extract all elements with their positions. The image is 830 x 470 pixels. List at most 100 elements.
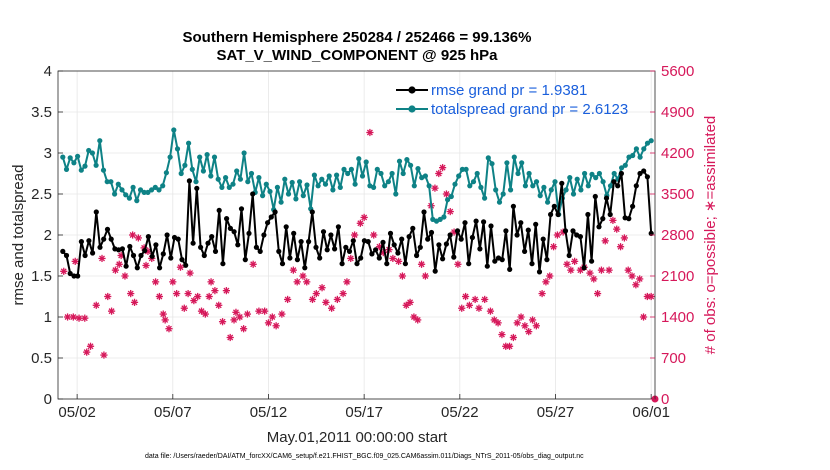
y-tick-label-left: 3.5 — [31, 104, 52, 121]
series-point-totalspread — [126, 195, 132, 201]
series-point-totalspread — [578, 187, 584, 193]
series-point-rmse — [477, 246, 483, 252]
obs-point — [350, 231, 359, 239]
series-point-totalspread — [619, 165, 625, 171]
series-point-rmse — [123, 263, 129, 269]
obs-point — [356, 219, 364, 227]
series-point-rmse — [473, 218, 479, 224]
series-point-rmse — [499, 257, 505, 263]
obs-point — [71, 257, 79, 265]
series-point-rmse — [149, 253, 155, 259]
series-point-rmse — [63, 252, 70, 259]
series-point-totalspread — [511, 154, 517, 160]
series-point-rmse — [194, 185, 200, 191]
series-point-totalspread — [75, 153, 81, 159]
obs-point — [249, 260, 257, 268]
series-point-totalspread — [300, 193, 306, 199]
series-point-rmse — [369, 251, 375, 257]
obs-point — [590, 275, 598, 283]
series-point-totalspread — [385, 179, 391, 185]
series-point-rmse — [443, 241, 449, 247]
series-point-rmse — [97, 244, 103, 250]
series-point-rmse — [313, 244, 319, 250]
obs-point — [553, 231, 562, 239]
obs-point — [525, 328, 533, 336]
legend-rmse-marker — [408, 86, 416, 94]
series-point-rmse — [238, 206, 245, 212]
series-point-rmse — [611, 179, 617, 185]
series-point-totalspread — [248, 170, 255, 177]
x-tick-label: 05/12 — [250, 404, 288, 421]
series-point-rmse — [384, 261, 390, 267]
obs-point — [370, 231, 378, 239]
y-tick-label-left: 1 — [44, 309, 52, 326]
series-point-totalspread — [63, 166, 70, 172]
series-point-totalspread — [470, 179, 477, 185]
series-point-totalspread — [267, 188, 273, 195]
y-tick-label-right: 2100 — [661, 268, 694, 285]
series-point-totalspread — [86, 147, 92, 154]
obs-point — [624, 266, 632, 274]
series-point-totalspread — [130, 184, 136, 190]
series-point-rmse — [577, 234, 584, 240]
series-point-totalspread — [478, 184, 484, 190]
obs-point — [312, 289, 320, 298]
obs-point — [647, 292, 655, 301]
series-point-totalspread — [641, 146, 647, 152]
series-point-rmse — [544, 257, 550, 263]
series-point-totalspread — [456, 173, 462, 179]
series-point-totalspread — [378, 170, 384, 177]
series-point-rmse — [78, 239, 84, 245]
series-line-totalspread — [61, 129, 652, 223]
obs-point — [616, 243, 625, 251]
series-point-rmse — [406, 234, 412, 240]
series-point-rmse — [350, 238, 356, 244]
series-point-rmse — [179, 257, 185, 263]
series-point-totalspread — [515, 170, 521, 177]
series-point-totalspread — [237, 176, 243, 182]
series-point-totalspread — [389, 170, 395, 177]
series-point-rmse — [317, 255, 323, 261]
series-point-totalspread — [474, 170, 480, 177]
y-axis-label-left: rmse and totalspread — [10, 165, 27, 306]
series-point-totalspread — [482, 195, 488, 201]
series-point-rmse — [380, 239, 386, 245]
x-tick-label: 05/02 — [58, 404, 96, 421]
series-point-totalspread — [393, 191, 399, 197]
series-point-rmse — [268, 214, 274, 220]
series-point-rmse — [630, 203, 636, 209]
obs-point — [505, 342, 514, 350]
series-point-rmse — [82, 252, 88, 259]
series-point-rmse — [265, 220, 271, 226]
series-point-rmse — [220, 261, 226, 267]
obs-point — [184, 289, 192, 298]
series-point-rmse — [108, 236, 114, 242]
series-point-rmse — [518, 220, 524, 226]
series-point-rmse — [164, 232, 170, 238]
series-point-totalspread — [219, 184, 225, 190]
series-point-totalspread — [448, 193, 454, 200]
legend-spread-label: totalspread grand pr = 2.6123 — [431, 101, 628, 118]
series-point-rmse — [633, 183, 639, 189]
series-point-totalspread — [463, 166, 469, 172]
obs-point — [521, 322, 529, 330]
series-point-rmse — [354, 261, 360, 267]
series-point-rmse — [198, 244, 204, 250]
obs-point — [435, 169, 443, 178]
series-point-totalspread — [304, 182, 310, 188]
series-point-rmse — [492, 258, 498, 264]
obs-point — [121, 272, 129, 280]
series-point-totalspread — [174, 146, 181, 152]
x-tick-label: 05/07 — [154, 404, 192, 421]
series-point-totalspread — [596, 170, 603, 177]
series-point-rmse — [395, 250, 401, 256]
series-point-rmse — [618, 170, 625, 177]
series-point-totalspread — [163, 170, 169, 176]
series-point-rmse — [224, 216, 230, 222]
series-point-totalspread — [459, 166, 465, 172]
obs-point — [406, 298, 414, 306]
series-point-rmse — [86, 238, 92, 244]
series-point-totalspread — [600, 179, 606, 185]
series-point-totalspread — [211, 154, 218, 160]
series-point-totalspread — [648, 138, 654, 144]
